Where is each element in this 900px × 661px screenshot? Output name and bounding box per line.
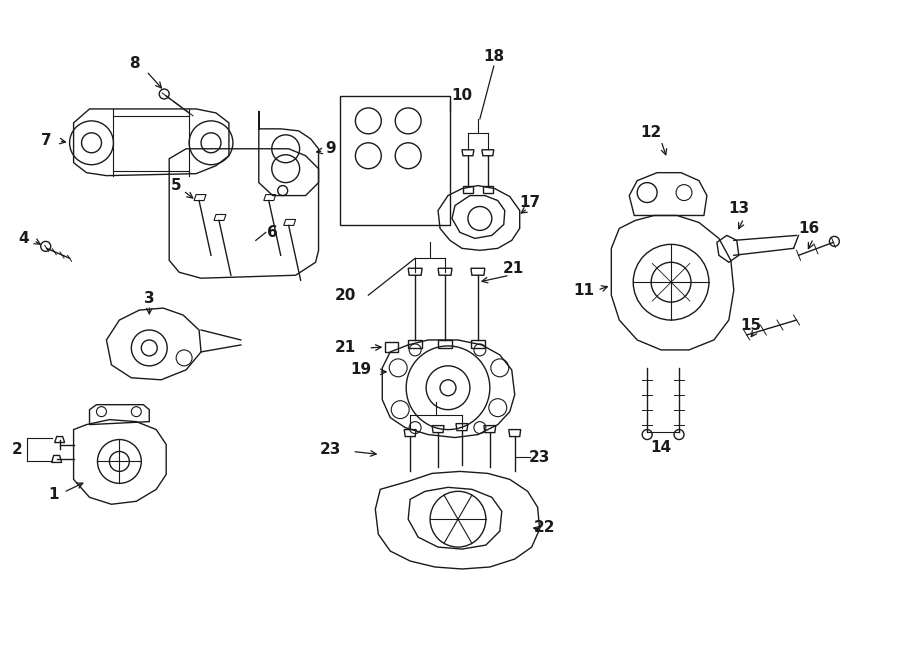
Text: 17: 17 <box>519 195 540 210</box>
Text: 7: 7 <box>41 134 52 148</box>
Text: 20: 20 <box>335 288 356 303</box>
Text: 2: 2 <box>12 442 22 457</box>
Text: 9: 9 <box>325 141 336 156</box>
Text: 23: 23 <box>320 442 341 457</box>
Text: 8: 8 <box>129 56 140 71</box>
Text: 23: 23 <box>529 450 550 465</box>
Text: 19: 19 <box>350 362 371 377</box>
Text: 3: 3 <box>144 291 155 305</box>
Text: 14: 14 <box>651 440 671 455</box>
Text: 15: 15 <box>740 317 761 332</box>
Text: 16: 16 <box>798 221 819 236</box>
Text: 22: 22 <box>534 520 555 535</box>
Text: 13: 13 <box>728 201 750 216</box>
Bar <box>340 96 450 225</box>
Text: 18: 18 <box>483 49 504 63</box>
Text: 4: 4 <box>19 231 29 246</box>
Text: 1: 1 <box>49 486 58 502</box>
Text: 5: 5 <box>171 178 182 193</box>
Text: 21: 21 <box>503 260 525 276</box>
Text: 10: 10 <box>452 89 472 104</box>
Text: 21: 21 <box>335 340 356 356</box>
Text: 11: 11 <box>573 283 594 297</box>
Text: 12: 12 <box>641 126 662 140</box>
Text: 6: 6 <box>267 225 278 240</box>
